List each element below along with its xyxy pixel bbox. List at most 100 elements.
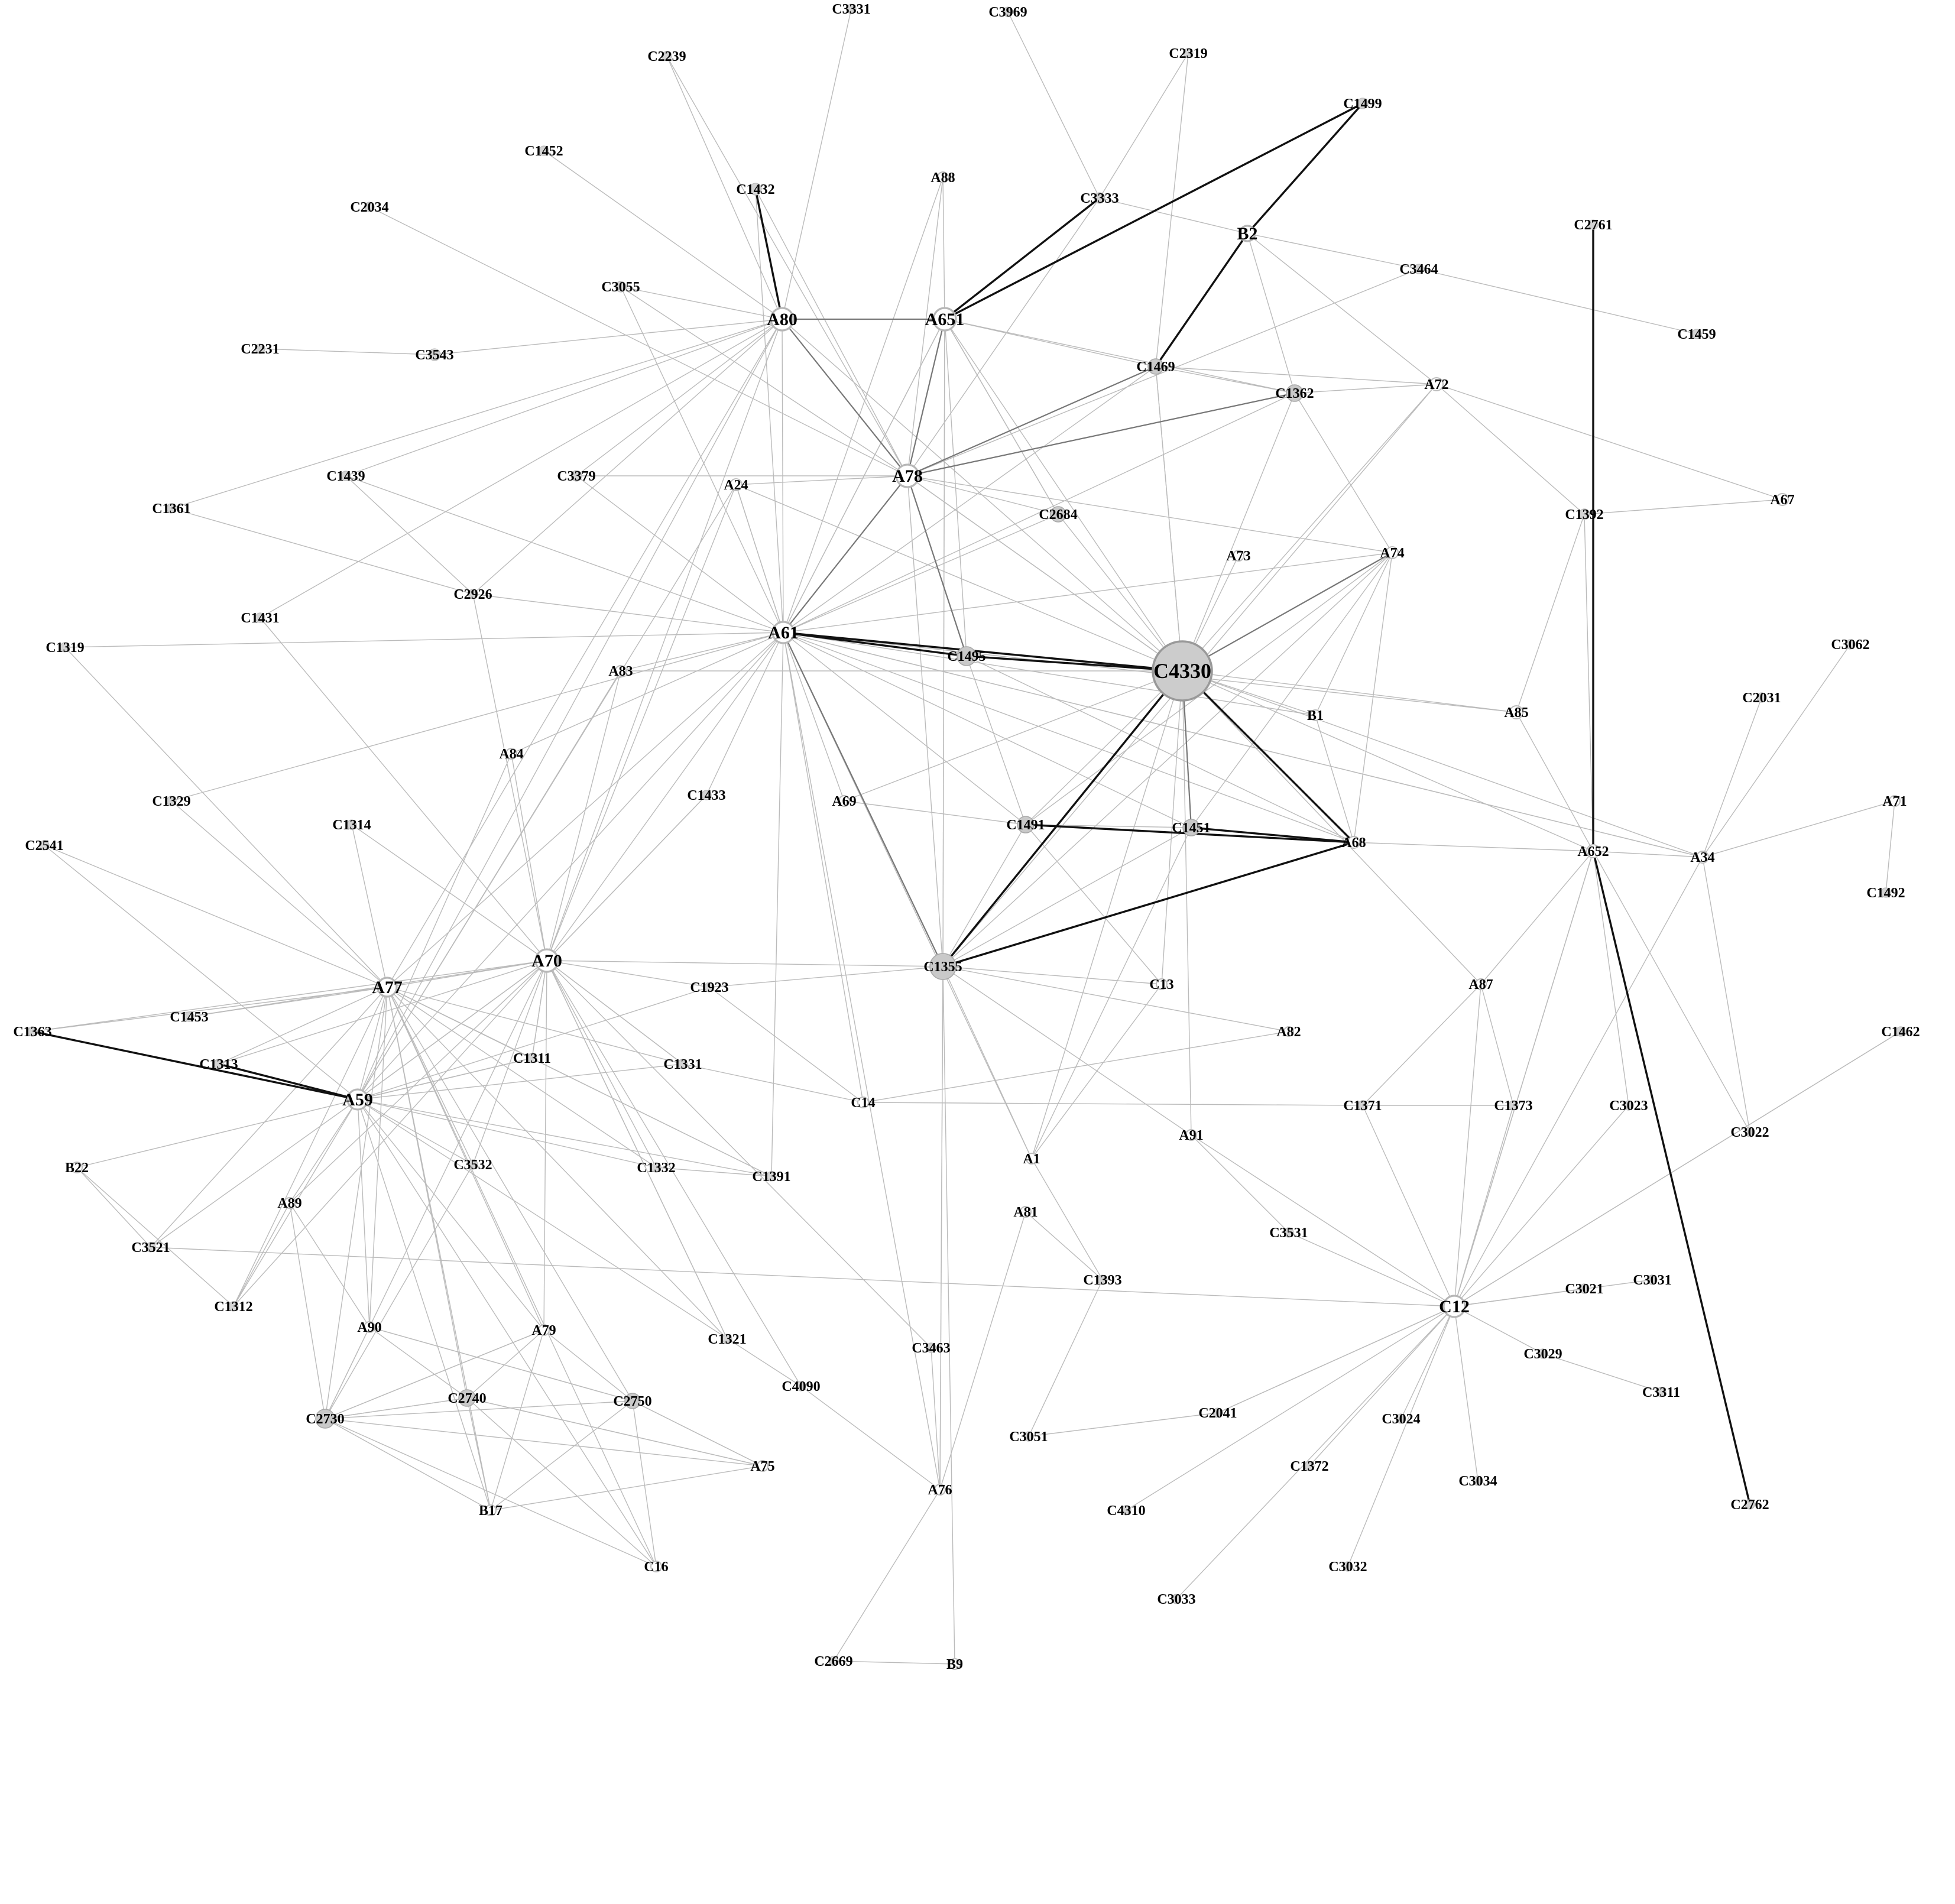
svg-text:C1362: C1362	[1275, 386, 1314, 401]
svg-text:C1371: C1371	[1343, 1098, 1382, 1114]
svg-text:C3311: C3311	[1642, 1385, 1680, 1400]
svg-text:C3055: C3055	[601, 280, 640, 295]
svg-text:C1313: C1313	[199, 1057, 238, 1072]
svg-text:C1311: C1311	[513, 1051, 551, 1066]
svg-text:A80: A80	[767, 310, 797, 329]
svg-text:C16: C16	[644, 1559, 668, 1575]
svg-text:A71: A71	[1882, 794, 1907, 809]
svg-text:C1432: C1432	[736, 182, 774, 197]
svg-text:C1459: C1459	[1677, 327, 1716, 342]
svg-text:B2: B2	[1237, 224, 1257, 244]
svg-text:C2684: C2684	[1039, 507, 1077, 523]
svg-text:C3033: C3033	[1157, 1592, 1195, 1607]
svg-text:A75: A75	[750, 1459, 774, 1474]
svg-text:C2750: C2750	[613, 1394, 651, 1409]
svg-text:C1492: C1492	[1866, 885, 1905, 901]
svg-text:C1499: C1499	[1343, 96, 1382, 112]
svg-text:A34: A34	[1690, 850, 1714, 865]
svg-text:A81: A81	[1013, 1205, 1038, 1220]
svg-text:C2761: C2761	[1574, 218, 1612, 233]
svg-text:C2669: C2669	[814, 1654, 852, 1669]
svg-text:C3062: C3062	[1831, 637, 1869, 653]
svg-text:A91: A91	[1179, 1128, 1203, 1143]
svg-text:A88: A88	[931, 170, 955, 186]
svg-text:A79: A79	[531, 1323, 556, 1338]
svg-text:C3543: C3543	[415, 348, 453, 363]
svg-text:C1391: C1391	[752, 1169, 790, 1185]
svg-text:C1393: C1393	[1083, 1273, 1121, 1288]
svg-text:C1469: C1469	[1136, 359, 1175, 375]
svg-text:A68: A68	[1341, 835, 1366, 851]
svg-text:C3024: C3024	[1382, 1412, 1420, 1427]
svg-text:C1491: C1491	[1006, 818, 1045, 833]
svg-text:C1363: C1363	[13, 1024, 51, 1040]
svg-text:C3032: C3032	[1328, 1559, 1367, 1575]
svg-text:C1495: C1495	[947, 649, 985, 664]
svg-text:C3021: C3021	[1565, 1282, 1603, 1297]
svg-text:C4330: C4330	[1153, 659, 1211, 683]
svg-text:C3022: C3022	[1730, 1125, 1769, 1140]
svg-text:C3969: C3969	[988, 5, 1027, 20]
svg-text:A82: A82	[1276, 1024, 1301, 1040]
svg-text:C3034: C3034	[1458, 1474, 1497, 1489]
svg-text:C1331: C1331	[663, 1057, 702, 1072]
svg-text:C2041: C2041	[1198, 1406, 1237, 1421]
svg-text:C1355: C1355	[923, 959, 962, 975]
svg-text:C1433: C1433	[687, 788, 725, 803]
svg-text:C2239: C2239	[647, 49, 686, 64]
svg-text:C2319: C2319	[1169, 46, 1207, 61]
svg-text:C2730: C2730	[306, 1412, 344, 1427]
svg-text:C2762: C2762	[1730, 1497, 1769, 1513]
svg-text:A73: A73	[1226, 549, 1250, 564]
svg-text:C2034: C2034	[350, 200, 388, 215]
svg-text:B17: B17	[479, 1503, 502, 1519]
svg-text:B22: B22	[65, 1160, 89, 1176]
svg-text:C12: C12	[1439, 1297, 1470, 1316]
svg-text:A67: A67	[1770, 492, 1794, 508]
svg-text:C1462: C1462	[1881, 1024, 1920, 1040]
svg-text:A651: A651	[925, 310, 965, 329]
svg-text:A1: A1	[1023, 1152, 1040, 1167]
svg-text:C2031: C2031	[1742, 690, 1781, 706]
svg-text:A59: A59	[342, 1090, 373, 1110]
svg-text:C3051: C3051	[1009, 1429, 1048, 1445]
svg-text:C1373: C1373	[1494, 1098, 1532, 1114]
svg-text:C2231: C2231	[241, 342, 279, 357]
svg-text:C3029: C3029	[1523, 1347, 1562, 1362]
svg-text:C3023: C3023	[1609, 1098, 1648, 1114]
svg-text:A61: A61	[768, 623, 799, 643]
svg-text:C3333: C3333	[1080, 191, 1118, 206]
svg-text:C3463: C3463	[912, 1341, 950, 1356]
svg-text:C13: C13	[1149, 977, 1173, 992]
svg-text:A85: A85	[1504, 705, 1528, 721]
svg-text:C1319: C1319	[46, 640, 84, 656]
svg-text:C2740: C2740	[448, 1391, 486, 1406]
svg-text:A70: A70	[531, 951, 562, 971]
svg-text:C3379: C3379	[557, 469, 595, 484]
svg-text:A77: A77	[372, 978, 403, 997]
svg-text:A87: A87	[1468, 977, 1493, 992]
svg-text:C1453: C1453	[170, 1010, 208, 1025]
svg-text:C1452: C1452	[524, 144, 563, 159]
svg-text:C2926: C2926	[453, 587, 492, 602]
svg-text:A69: A69	[832, 794, 856, 809]
svg-text:A78: A78	[892, 466, 923, 486]
svg-text:C1392: C1392	[1565, 507, 1603, 523]
svg-text:C1329: C1329	[152, 794, 190, 809]
svg-text:C1431: C1431	[241, 611, 279, 626]
svg-text:C1439: C1439	[326, 469, 365, 484]
svg-text:C3464: C3464	[1399, 262, 1438, 277]
svg-text:C1923: C1923	[690, 980, 728, 995]
svg-text:C3521: C3521	[131, 1240, 170, 1256]
svg-text:C3331: C3331	[832, 2, 870, 17]
svg-text:C3531: C3531	[1269, 1225, 1308, 1241]
svg-text:C4310: C4310	[1107, 1503, 1145, 1519]
svg-text:C3532: C3532	[453, 1157, 492, 1173]
svg-text:A84: A84	[499, 747, 523, 762]
svg-text:C14: C14	[851, 1095, 875, 1111]
svg-text:A72: A72	[1424, 377, 1448, 393]
svg-text:C2541: C2541	[25, 838, 63, 854]
svg-text:A24: A24	[724, 478, 748, 493]
svg-text:A90: A90	[357, 1320, 381, 1335]
svg-text:A652: A652	[1577, 844, 1609, 859]
